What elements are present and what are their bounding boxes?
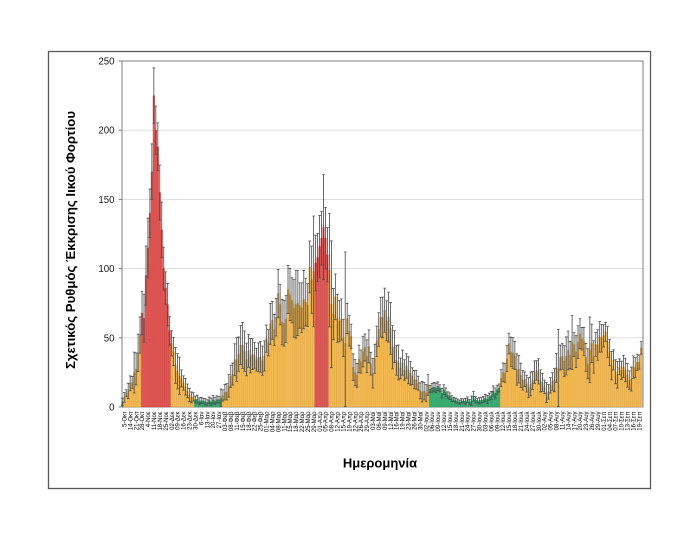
svg-text:01-Σεπ: 01-Σεπ	[602, 412, 608, 431]
svg-text:10-Σεπ: 10-Σεπ	[620, 412, 626, 431]
svg-text:11-Μαρ: 11-Μαρ	[282, 411, 288, 432]
svg-text:12-Ιουλ: 12-Ιουλ	[501, 412, 507, 432]
svg-text:23-Μαϊ: 23-Μαϊ	[407, 411, 413, 430]
svg-text:04-Σεπ: 04-Σεπ	[608, 412, 614, 431]
svg-text:09-Ιουν: 09-Ιουν	[436, 412, 442, 432]
svg-text:23-Δεκ: 23-Δεκ	[188, 411, 194, 430]
svg-text:14-Αυγ: 14-Αυγ	[566, 412, 572, 431]
svg-text:14-Οκτ: 14-Οκτ	[128, 411, 134, 430]
svg-text:250: 250	[98, 57, 115, 68]
svg-text:200: 200	[98, 126, 115, 137]
svg-text:0: 0	[109, 403, 115, 414]
svg-text:05-Απρ: 05-Απρ	[324, 411, 330, 432]
svg-text:19-Μαϊ: 19-Μαϊ	[401, 411, 407, 430]
svg-text:100: 100	[98, 264, 115, 275]
svg-text:150: 150	[98, 195, 115, 206]
svg-text:09-Μαϊ: 09-Μαϊ	[383, 411, 389, 430]
svg-text:15-Μαρ: 15-Μαρ	[288, 411, 294, 432]
svg-text:13-Ιαν: 13-Ιαν	[205, 412, 211, 429]
svg-text:25-Φεβ: 25-Φεβ	[259, 411, 265, 431]
svg-text:24-Ιουλ: 24-Ιουλ	[525, 412, 531, 432]
svg-text:22-Φεβ: 22-Φεβ	[253, 411, 259, 431]
svg-text:18-Φεβ: 18-Φεβ	[247, 411, 253, 431]
svg-text:06-Ιουν: 06-Ιουν	[430, 412, 436, 432]
svg-text:19-Σεπ: 19-Σεπ	[637, 412, 643, 431]
svg-text:03-Φεβ: 03-Φεβ	[223, 411, 229, 431]
svg-text:27-Ιουν: 27-Ιουν	[472, 412, 478, 432]
svg-text:21-Οκτ: 21-Οκτ	[134, 411, 140, 430]
svg-text:21-Ιουλ: 21-Ιουλ	[519, 412, 525, 432]
svg-text:05-Αυγ: 05-Αυγ	[549, 412, 555, 431]
svg-text:20-Ιαν: 20-Ιαν	[211, 412, 217, 429]
svg-text:26-Απρ: 26-Απρ	[359, 411, 365, 432]
svg-text:01-Απρ: 01-Απρ	[318, 411, 324, 432]
svg-text:08-Απρ: 08-Απρ	[330, 411, 336, 432]
svg-text:26-Αυγ: 26-Αυγ	[590, 412, 596, 431]
svg-text:19-Απρ: 19-Απρ	[347, 411, 353, 432]
svg-text:22-Απρ: 22-Απρ	[353, 411, 359, 432]
svg-text:22-Μαρ: 22-Μαρ	[300, 411, 306, 432]
svg-text:26-Μαϊ: 26-Μαϊ	[412, 411, 418, 430]
svg-text:30-Μαϊ: 30-Μαϊ	[418, 411, 424, 430]
svg-text:04-Μαρ: 04-Μαρ	[270, 411, 276, 432]
svg-text:Ημερομηνία: Ημερομηνία	[343, 456, 417, 471]
svg-text:06-Ιουλ: 06-Ιουλ	[489, 412, 495, 432]
svg-text:25-Μαρ: 25-Μαρ	[306, 411, 312, 432]
svg-text:4-Νοε: 4-Νοε	[146, 411, 152, 427]
svg-text:29-Μαρ: 29-Μαρ	[312, 411, 318, 432]
svg-text:Σχετικός Ρυθμός Έκκρισης Ιικού: Σχετικός Ρυθμός Έκκρισης Ιικού Φορτίου	[63, 111, 78, 369]
svg-text:08-Φεβ: 08-Φεβ	[229, 411, 235, 431]
svg-text:24-Ιουν: 24-Ιουν	[466, 412, 472, 432]
svg-text:12-Ιουν: 12-Ιουν	[442, 412, 448, 432]
svg-text:02-Δεκ: 02-Δεκ	[170, 411, 176, 430]
svg-text:16-Μαϊ: 16-Μαϊ	[395, 411, 401, 430]
svg-text:01-Μαρ: 01-Μαρ	[265, 411, 271, 432]
svg-text:13-Σεπ: 13-Σεπ	[626, 412, 632, 431]
svg-text:16-Σεπ: 16-Σεπ	[631, 412, 637, 431]
svg-text:09-Ιουλ: 09-Ιουλ	[495, 412, 501, 432]
svg-text:03-Μαϊ: 03-Μαϊ	[371, 411, 377, 430]
svg-text:18-Ιουλ: 18-Ιουλ	[513, 412, 519, 432]
svg-text:29-Αυγ: 29-Αυγ	[596, 412, 602, 431]
svg-text:30-Ιουλ: 30-Ιουλ	[537, 412, 543, 432]
svg-text:25-Νοε: 25-Νοε	[164, 411, 170, 430]
svg-text:16-Δεκ: 16-Δεκ	[182, 411, 188, 430]
svg-text:08-Μαρ: 08-Μαρ	[276, 411, 282, 432]
svg-text:17-Αυγ: 17-Αυγ	[572, 412, 578, 431]
svg-text:18-Μαρ: 18-Μαρ	[294, 411, 300, 432]
svg-text:02-Αυγ: 02-Αυγ	[543, 412, 549, 431]
svg-text:18-Νοε: 18-Νοε	[158, 411, 164, 430]
svg-text:03-Ιουλ: 03-Ιουλ	[483, 412, 489, 432]
svg-text:08-Αυγ: 08-Αυγ	[555, 412, 561, 431]
svg-text:11-Αυγ: 11-Αυγ	[560, 412, 566, 431]
svg-text:15-Ιουλ: 15-Ιουλ	[507, 412, 513, 432]
svg-text:07-Σεπ: 07-Σεπ	[614, 412, 620, 431]
svg-text:15-Φεβ: 15-Φεβ	[241, 411, 247, 431]
svg-text:29-Απρ: 29-Απρ	[365, 411, 371, 432]
svg-text:06-Μαϊ: 06-Μαϊ	[377, 411, 383, 430]
svg-text:6-Ιαν: 6-Ιαν	[199, 412, 205, 425]
svg-text:30-Ιουν: 30-Ιουν	[478, 412, 484, 432]
svg-text:15-Ιουν: 15-Ιουν	[448, 412, 454, 432]
svg-text:02-Ιουν: 02-Ιουν	[424, 412, 430, 432]
svg-text:15-Απρ: 15-Απρ	[341, 411, 347, 432]
svg-text:20-Αυγ: 20-Αυγ	[578, 412, 584, 431]
svg-text:12-Μαϊ: 12-Μαϊ	[389, 411, 395, 430]
svg-text:30-Δεκ: 30-Δεκ	[193, 411, 199, 430]
svg-text:11-Φεβ: 11-Φεβ	[235, 411, 241, 431]
svg-text:23-Αυγ: 23-Αυγ	[584, 412, 590, 431]
svg-text:18-Ιουν: 18-Ιουν	[454, 412, 460, 432]
svg-text:50: 50	[104, 333, 115, 344]
svg-text:27-Ιαν: 27-Ιαν	[217, 412, 223, 429]
svg-text:27-Ιουλ: 27-Ιουλ	[531, 412, 537, 432]
svg-text:5-Οκτ: 5-Οκτ	[122, 411, 128, 427]
svg-text:28-Οκτ: 28-Οκτ	[140, 411, 146, 430]
svg-text:21-Ιουν: 21-Ιουν	[460, 412, 466, 432]
svg-text:09-Δεκ: 09-Δεκ	[176, 411, 182, 430]
svg-text:11-Νοε: 11-Νοε	[152, 411, 158, 430]
svg-text:12-Απρ: 12-Απρ	[336, 411, 342, 432]
